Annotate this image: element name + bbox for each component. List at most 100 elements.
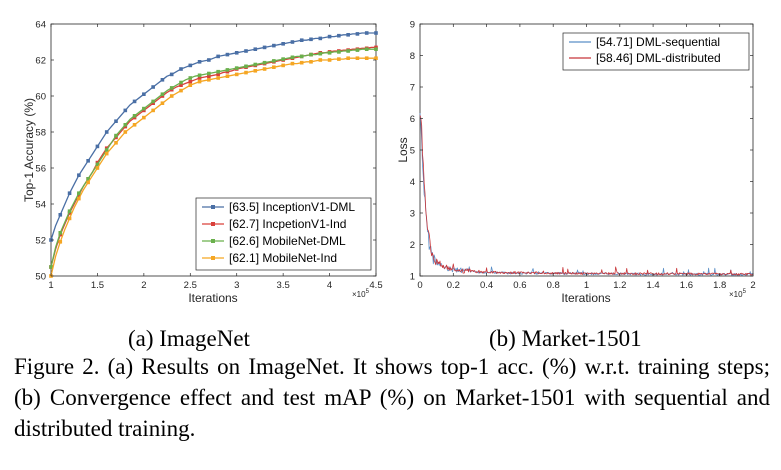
data-point [188,79,193,84]
data-point [104,148,109,152]
data-point [160,101,165,105]
data-point [86,180,90,185]
data-point [216,54,220,59]
data-point [299,38,304,42]
data-point [272,43,276,48]
data-point [58,231,63,235]
data-point [299,60,304,65]
data-point [95,144,100,149]
legend-label: [58.46] DML-distributed [596,51,721,65]
data-point [327,51,332,55]
subcaption-b: (b) Market-1501 [489,326,642,351]
legend-marker [211,256,215,260]
data-point [374,56,378,60]
y-tick-label: 60 [35,92,46,103]
data-point [355,56,360,60]
data-point [244,70,248,75]
data-point [169,72,174,77]
data-point [114,133,118,138]
data-point [188,63,193,68]
x-tick-label: 1.8 [713,280,726,291]
data-point [262,45,267,50]
data-point [197,76,202,80]
y-tick-label: 6 [410,114,415,125]
data-point [67,191,72,195]
x-tick-label: 1.6 [680,280,693,291]
y-tick-label: 50 [35,272,46,283]
x-tick-label: 3 [234,280,239,291]
data-point [132,123,137,127]
y-tick-label: 54 [35,200,46,211]
data-point [207,78,211,82]
y-tick-label: 58 [35,128,46,139]
legend-label: [63.5] InceptionV1-DML [229,200,355,214]
x-tick-label: 4 [327,280,332,291]
data-point [67,209,72,213]
data-point [225,52,230,57]
data-point [225,68,230,72]
data-point [160,78,165,82]
x-exponent-b: ×105 [729,289,747,299]
x-tick-label: 0.4 [480,280,493,291]
x-tick-label: 1 [584,280,589,291]
x-tick-label: 2 [141,280,146,291]
data-point [142,106,146,111]
data-point [318,58,323,62]
data-point [355,48,360,52]
data-point [364,47,369,51]
legend-marker [211,239,215,243]
data-point [327,58,332,62]
data-point [309,37,313,42]
x-tick-label: 0.2 [447,280,460,291]
data-point [272,65,276,69]
x-exponent-a: ×105 [352,289,370,299]
data-point [337,33,341,38]
x-tick-label: 1.2 [613,280,626,291]
legend-label: [62.6] MobileNet-DML [229,234,346,248]
data-point [244,64,248,69]
data-point [346,49,350,53]
data-point [216,69,220,74]
x-tick-label: 2.5 [184,280,197,291]
data-point [188,83,193,87]
data-point [337,57,341,61]
x-tick-label: 1.4 [646,280,659,291]
figure-caption: Figure 2. (a) Results on ImageNet. It sh… [14,354,770,441]
data-point [58,213,63,217]
data-point [299,54,304,59]
y-tick-label: 7 [410,83,415,94]
y-axis-label-b: Loss [396,137,410,162]
data-point [318,36,323,41]
y-tick-label: 64 [35,20,46,31]
data-point [95,166,100,170]
data-point [67,216,72,221]
data-point [179,67,183,71]
data-point [123,108,128,113]
data-point [337,50,341,54]
y-tick-label: 1 [410,272,415,283]
data-point [281,57,285,61]
subcaption-a: (a) ImageNet [128,326,250,351]
data-point [160,92,165,96]
legend-label: [62.7] IncpetionV1-Ind [229,217,346,231]
legend-box-b [562,32,750,71]
x-tick-label: 0.8 [547,280,560,291]
x-tick-label: 3.5 [277,280,290,291]
y-tick-label: 62 [35,56,46,67]
data-point [281,42,285,46]
data-point [309,52,313,57]
data-point [151,85,155,89]
legend-a: [63.5] InceptionV1-DML [62.7] IncpetionV1… [195,197,372,271]
data-point [77,173,81,177]
data-point [346,56,350,60]
data-point [327,34,332,39]
data-point [364,31,369,35]
data-point [364,56,369,60]
data-point [262,67,267,71]
y-tick-label: 56 [35,164,46,175]
y-axis-label-a: Top-1 Accuracy (%) [22,98,36,202]
data-point [225,74,230,78]
data-point [346,33,350,37]
series-line [419,115,754,276]
data-point [123,130,128,134]
